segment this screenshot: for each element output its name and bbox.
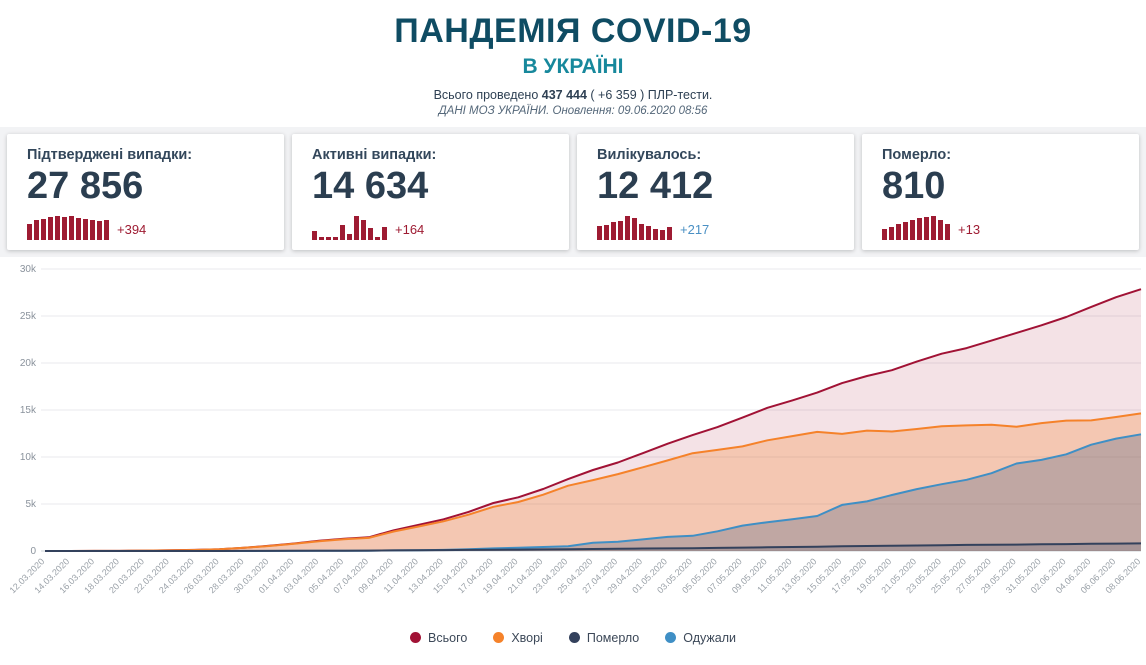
page-header: ПАНДЕМІЯ COVID-19 В УКРАЇНІ Всього прове… (0, 0, 1146, 117)
svg-text:0: 0 (30, 546, 36, 557)
card-deaths: Померло: 810 +13 (862, 134, 1139, 250)
card-active: Активні випадки: 14 634 +164 (292, 134, 569, 250)
card-value: 810 (882, 165, 946, 207)
legend-label: Померло (586, 630, 640, 645)
mini-bar-chart (597, 214, 672, 240)
legend-item-recovered[interactable]: Одужали (665, 631, 736, 645)
card-delta: +217 (680, 221, 710, 237)
legend-item-active[interactable]: Хворі (493, 631, 543, 645)
card-title: Активні випадки: (312, 147, 437, 163)
mini-bar-chart (27, 214, 109, 240)
data-source-line: ДАНІ МОЗ УКРАЇНИ. Оновлення: 09.06.2020 … (438, 105, 708, 117)
legend-dot-recovered (665, 632, 677, 644)
svg-text:20k: 20k (20, 358, 37, 369)
mini-bar-chart (312, 214, 387, 240)
legend-label: Всього (428, 630, 468, 645)
legend-dot-active (493, 632, 505, 644)
tests-suffix: ( +6 359 ) ПЛР-тести. (586, 88, 713, 102)
card-title: Підтверджені випадки: (27, 147, 193, 163)
stat-cards-band: Підтверджені випадки: 27 856 +394 Активн… (0, 127, 1146, 257)
legend-item-total[interactable]: Всього (410, 631, 467, 645)
card-title: Вилікувалось: (597, 147, 702, 163)
svg-text:5k: 5k (25, 499, 37, 510)
legend-dot-total (410, 632, 422, 644)
legend-item-deaths[interactable]: Померло (568, 630, 640, 645)
card-value: 12 412 (597, 165, 714, 207)
svg-text:15k: 15k (20, 405, 37, 416)
tests-summary: Всього проведено 437 444 ( +6 359 ) ПЛР-… (0, 88, 1146, 102)
page-subtitle: В УКРАЇНІ (522, 55, 624, 78)
timeseries-chart: 0 5k 10k 15k 20k 25k 30k 12.03.2020 14.03.2020 16… (0, 257, 1146, 655)
legend-dot-deaths (568, 632, 580, 644)
card-title: Померло: (882, 147, 952, 163)
mini-bar-chart (882, 214, 950, 240)
card-recovered: Вилікувалось: 12 412 +217 (577, 134, 854, 250)
page-title: ПАНДЕМІЯ COVID-19 (394, 12, 752, 50)
card-delta: +13 (958, 221, 981, 237)
tests-total: 437 444 (541, 88, 587, 102)
legend-label: Хворі (511, 630, 543, 645)
card-value: 27 856 (27, 165, 144, 207)
chart-legend: Всього Хворі Померло Одужали (0, 631, 1146, 655)
card-delta: +164 (395, 221, 425, 237)
card-delta: +394 (117, 221, 147, 237)
card-value: 14 634 (312, 165, 429, 207)
tests-prefix: Всього проведено (433, 88, 542, 102)
chart-canvas[interactable]: 05k10k15k20k25k30k12.03.202014.03.202016… (0, 259, 1146, 631)
svg-text:10k: 10k (20, 452, 37, 463)
legend-label: Одужали (683, 630, 736, 645)
svg-text:25k: 25k (20, 311, 37, 322)
svg-text:30k: 30k (20, 264, 37, 275)
card-confirmed: Підтверджені випадки: 27 856 +394 (7, 134, 284, 250)
